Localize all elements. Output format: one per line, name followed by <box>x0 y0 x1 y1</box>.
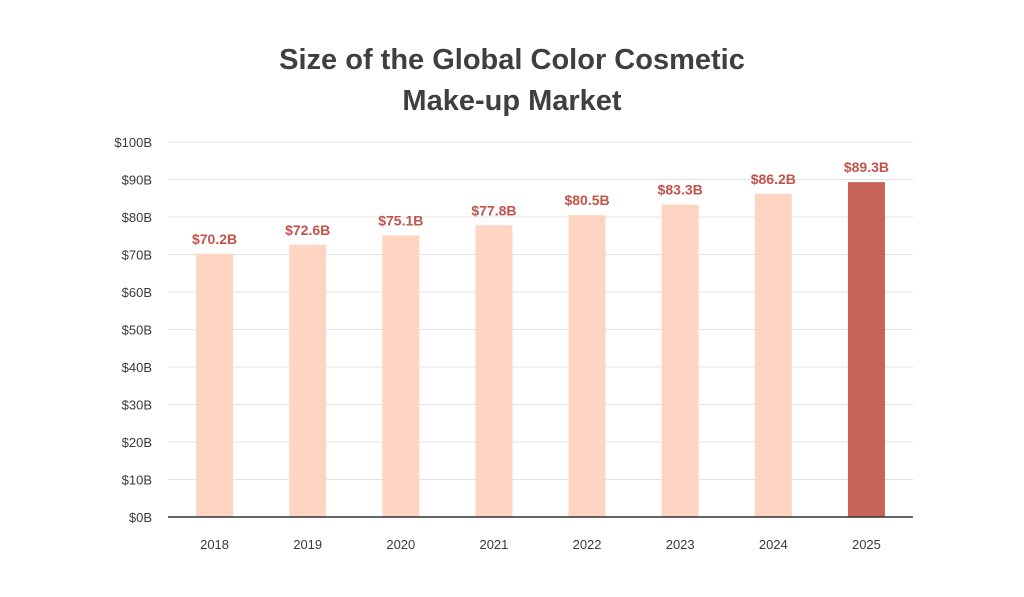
y-tick-label: $60B <box>122 285 152 300</box>
y-tick-label: $100B <box>114 135 152 150</box>
chart-title-line-1: Size of the Global Color Cosmetic <box>279 44 745 76</box>
data-label: $75.1B <box>378 212 423 228</box>
y-tick-label: $40B <box>122 360 152 375</box>
x-tick-label: 2019 <box>293 537 322 552</box>
x-tick-label: 2018 <box>200 537 229 552</box>
y-tick-label: $30B <box>122 398 152 413</box>
y-tick-label: $50B <box>122 323 152 338</box>
bar <box>289 244 327 517</box>
data-label: $83.3B <box>658 182 703 198</box>
y-tick-label: $80B <box>122 210 152 225</box>
y-tick-label: $90B <box>122 173 152 188</box>
data-label: $80.5B <box>564 192 609 208</box>
gridlines <box>168 141 913 480</box>
x-tick-label: 2020 <box>386 537 415 552</box>
data-labels: $70.2B $72.6B $75.1B $77.8B $80.5B $83.3B $86.… <box>192 159 889 247</box>
data-label: $72.6B <box>285 222 330 238</box>
bar <box>475 225 513 517</box>
chart-title-line-2: Make-up Market <box>402 85 622 117</box>
x-tick-label: 2021 <box>479 537 508 552</box>
data-label: $89.3B <box>844 159 889 175</box>
data-label: $86.2B <box>751 171 796 187</box>
bars <box>196 182 885 517</box>
y-tick-label: $10B <box>122 473 152 488</box>
bar <box>754 193 792 517</box>
chart-title: Size of the Global Color Cosmetic Make-u… <box>0 40 1024 122</box>
data-label: $77.8B <box>471 202 516 218</box>
bar <box>196 253 234 517</box>
y-tick-label: $20B <box>122 435 152 450</box>
y-axis-tick-labels: $0B $10B $20B $30B $40B $50B $60B $70B $80B $90B $… <box>114 135 152 525</box>
y-tick-label: $0B <box>129 510 152 525</box>
x-tick-label: 2025 <box>852 537 881 552</box>
y-tick-label: $70B <box>122 248 152 263</box>
bar <box>382 235 420 517</box>
bar <box>661 204 699 517</box>
data-label: $70.2B <box>192 231 237 247</box>
bar <box>568 215 606 517</box>
x-tick-label: 2022 <box>573 537 602 552</box>
x-tick-label: 2024 <box>759 537 788 552</box>
x-axis-tick-labels: 2018 2019 2020 2021 2022 2023 2024 2025 <box>200 537 881 552</box>
x-tick-label: 2023 <box>666 537 695 552</box>
bar <box>847 182 885 517</box>
